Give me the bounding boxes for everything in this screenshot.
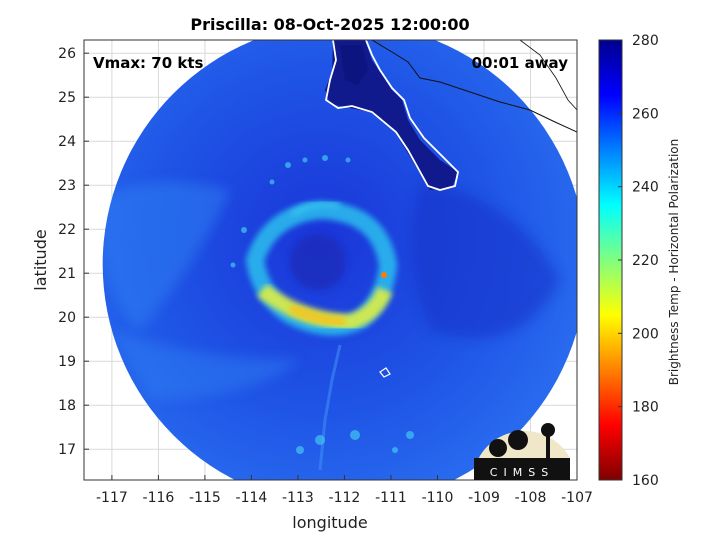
- colorbar-tick-label: 280: [632, 33, 659, 49]
- colorbar-label: Brightness Temp - Horizontal Polarizatio…: [667, 139, 681, 386]
- plot-frame: [83, 39, 578, 481]
- southwest-cloud-band: [110, 330, 300, 400]
- x-tick-label: -114: [236, 490, 268, 506]
- x-tick-label: -107: [561, 490, 593, 506]
- x-tick-label: -110: [422, 490, 454, 506]
- y-axis-ticks: 17 18 19 20 21 22 23 24 25 26: [58, 46, 89, 458]
- eyewall-core: [288, 303, 346, 327]
- x-tick-label: -116: [143, 490, 175, 506]
- colorbar-ticks: 160 180 200 220 240 260 280: [618, 33, 659, 489]
- x-axis-label: longitude: [292, 513, 367, 532]
- x-tick-label: -108: [515, 490, 547, 506]
- y-tick-label: 20: [58, 310, 76, 326]
- y-axis-label: latitude: [31, 229, 50, 290]
- y-tick-label: 26: [58, 46, 76, 62]
- colorbar-tick-label: 240: [632, 180, 659, 196]
- colorbar-tick-label: 220: [632, 253, 659, 269]
- colorbar-tick-label: 180: [632, 400, 659, 416]
- colorbar-tick-label: 200: [632, 326, 659, 342]
- convective-cells: [230, 155, 414, 454]
- x-tick-label: -117: [96, 490, 128, 506]
- x-tick-label: -111: [375, 490, 407, 506]
- colorbar-tick-label: 160: [632, 473, 659, 489]
- center-marker: [381, 272, 387, 278]
- western-cloud-band: [102, 182, 230, 330]
- y-tick-label: 17: [58, 442, 76, 458]
- y-tick-label: 19: [58, 354, 76, 370]
- eyewall-convection: [257, 283, 393, 331]
- swath-seam: [318, 344, 342, 471]
- colorbar: 160 180 200 220 240 260 280 Brightness Temp - …: [598, 33, 681, 489]
- x-tick-label: -115: [189, 490, 221, 506]
- storm-eye: [290, 234, 346, 290]
- spiral-arm-north: [289, 200, 341, 218]
- y-tick-label: 23: [58, 178, 76, 194]
- y-tick-label: 25: [58, 90, 76, 106]
- mainland-coastline: [371, 40, 577, 133]
- baja-highland: [340, 45, 368, 85]
- time-offset-label: 00:01 away: [472, 54, 569, 72]
- vmax-label: Vmax: 70 kts: [93, 54, 203, 72]
- island-outline: [379, 367, 391, 378]
- logo-lettering: CIMSS: [490, 466, 554, 479]
- mainland-border: [519, 40, 577, 111]
- baja-coastline: [324, 40, 459, 191]
- chart-title: Priscilla: 08-Oct-2025 12:00:00: [190, 15, 469, 34]
- y-tick-label: 21: [58, 266, 76, 282]
- x-tick-label: -109: [468, 490, 500, 506]
- cimss-logo: CIMSS: [474, 423, 570, 480]
- y-tick-label: 22: [58, 222, 76, 238]
- y-tick-label: 18: [58, 398, 76, 414]
- eastern-clear-region: [412, 180, 560, 339]
- x-axis-ticks: -117 -116 -115 -114 -113 -112 -111 -110 -109 -108…: [96, 475, 593, 506]
- x-tick-label: -113: [282, 490, 314, 506]
- colorbar-tick-label: 260: [632, 106, 659, 122]
- y-tick-label: 24: [58, 134, 76, 150]
- microwave-swath: [102, 40, 577, 480]
- x-tick-label: -112: [329, 490, 361, 506]
